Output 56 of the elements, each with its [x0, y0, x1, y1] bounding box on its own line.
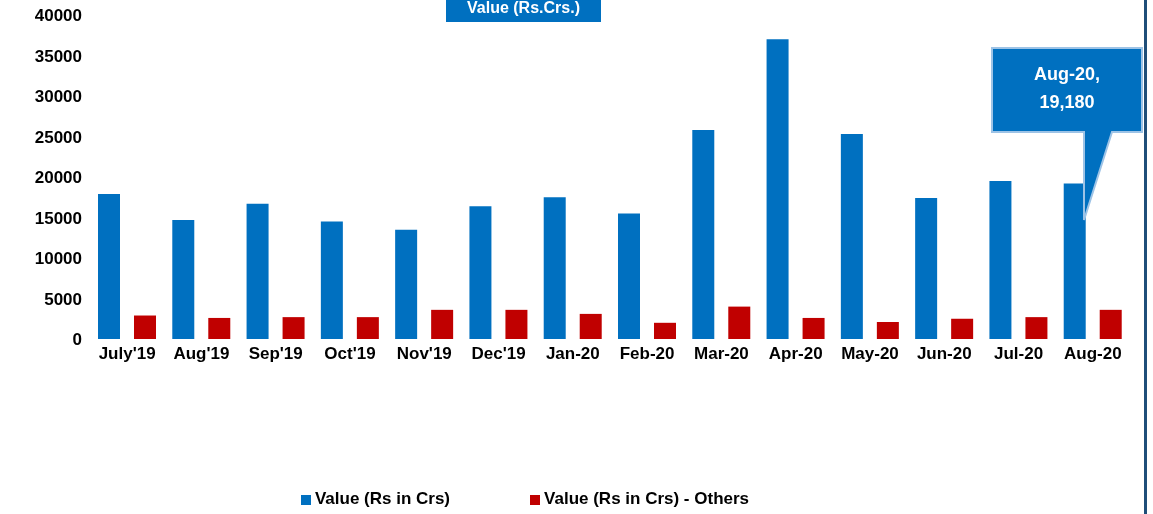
bar — [1099, 309, 1122, 339]
y-tick-label: 5000 — [44, 289, 82, 309]
bar — [654, 322, 676, 339]
y-tick-label: 40000 — [34, 6, 82, 26]
annotation: Aug-20, 19,180 — [1033, 64, 1101, 112]
y-tick-label: 20000 — [34, 168, 82, 188]
bar — [802, 317, 825, 339]
y-tick-label: 15000 — [34, 208, 82, 228]
bar — [505, 309, 528, 339]
y-tick-label: 10000 — [34, 249, 82, 269]
x-tick-label: Jun-20 — [916, 344, 972, 364]
x-tick-label: May-20 — [841, 344, 899, 364]
bar — [134, 315, 156, 339]
x-tick-label: Feb-20 — [619, 344, 675, 364]
bar — [469, 206, 492, 339]
bar — [618, 213, 640, 339]
x-tick-label: July'19 — [98, 344, 156, 364]
bar — [356, 317, 379, 339]
bar — [320, 221, 343, 339]
legend-label: Value (Rs in Crs) — [314, 489, 451, 508]
bar — [766, 39, 789, 339]
y-tick-label: 0 — [72, 330, 82, 350]
bar — [951, 318, 974, 339]
y-tick-label: 25000 — [34, 127, 82, 147]
chart-title: Value (Rs.Crs.) — [446, 0, 601, 22]
legend-label: Value (Rs in Crs) - Others — [544, 489, 750, 508]
bar — [1063, 183, 1086, 339]
x-tick-label: Aug-20 — [1064, 344, 1122, 364]
x-tick-label: Oct'19 — [324, 344, 376, 364]
bar — [543, 197, 566, 339]
x-tick-label: Aug'19 — [173, 344, 230, 364]
y-tick-label: 35000 — [34, 46, 82, 66]
bar — [208, 317, 231, 339]
bar — [431, 309, 454, 339]
bar — [728, 306, 751, 339]
y-tick-label: 30000 — [34, 87, 82, 107]
bar — [172, 219, 195, 339]
bar — [692, 130, 715, 339]
bar — [98, 194, 120, 339]
bar — [840, 134, 863, 339]
bar — [246, 203, 269, 339]
x-tick-label: Mar-20 — [694, 344, 749, 364]
x-tick-label: Sep'19 — [248, 344, 303, 364]
x-tick-label: Jul-20 — [994, 344, 1044, 364]
bar — [282, 317, 305, 339]
bar — [395, 229, 418, 339]
x-tick-label: Apr-20 — [768, 344, 823, 364]
bar — [915, 198, 938, 339]
bar — [1025, 317, 1048, 339]
bar — [989, 181, 1012, 339]
x-tick-label: Jan-20 — [545, 344, 600, 364]
x-tick-label: Nov'19 — [396, 344, 452, 364]
callout-box: Aug-20, 19,180 — [991, 47, 1143, 221]
bar — [876, 321, 899, 339]
x-tick-label: Dec'19 — [471, 344, 526, 364]
bar — [579, 313, 602, 339]
